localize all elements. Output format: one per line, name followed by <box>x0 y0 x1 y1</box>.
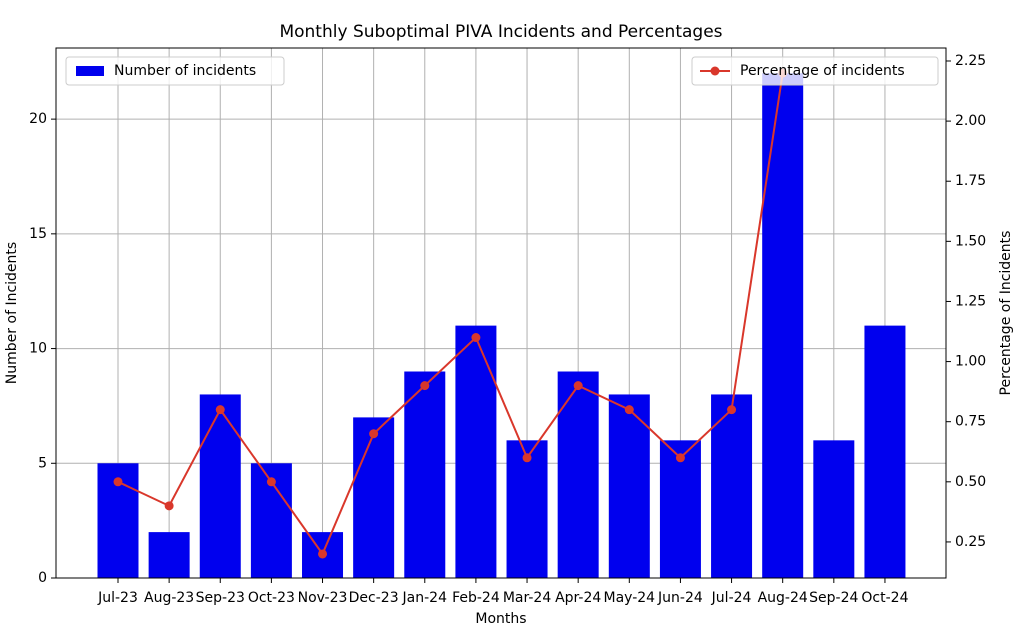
point <box>266 477 276 487</box>
x-tick-label: Jun-24 <box>657 590 703 606</box>
x-tick-label: Jul-24 <box>711 590 752 606</box>
legend-marker <box>710 66 720 76</box>
point <box>420 381 430 391</box>
point <box>215 405 225 415</box>
y2-tick-label: 0.25 <box>955 534 986 550</box>
y2-tick-label: 1.75 <box>955 173 986 189</box>
y2-tick-label: 2.00 <box>955 113 986 129</box>
x-tick-label: Mar-24 <box>503 590 551 606</box>
point <box>471 333 481 343</box>
plot-frame <box>55 47 947 579</box>
y-axis-label: Number of Incidents <box>4 242 20 384</box>
point <box>573 381 583 391</box>
bar <box>557 371 599 578</box>
y-tick-label: 20 <box>29 111 47 127</box>
x-tick-label: Aug-24 <box>758 590 808 606</box>
legend: Percentage of incidents <box>691 56 939 86</box>
point <box>522 453 532 463</box>
bar <box>506 440 548 578</box>
x-tick-label: Jan-24 <box>402 590 448 606</box>
x-tick-label: Feb-24 <box>452 590 500 606</box>
x-tick-label: Aug-23 <box>144 590 194 606</box>
point <box>675 453 685 463</box>
y2-tick-label: 1.25 <box>955 293 986 309</box>
bar <box>608 394 650 578</box>
point <box>164 501 174 511</box>
y2-tick-label: 2.25 <box>955 53 986 69</box>
bar <box>455 325 497 578</box>
x-tick-label: Sep-24 <box>809 590 858 606</box>
bar <box>813 440 855 578</box>
x-tick-label: Sep-23 <box>196 590 245 606</box>
legend-label: Percentage of incidents <box>740 63 905 79</box>
line <box>117 72 784 556</box>
bar <box>404 371 446 578</box>
y-tick-label: 10 <box>29 341 47 357</box>
y-tick-label: 5 <box>38 455 47 471</box>
point <box>113 477 123 487</box>
bar <box>659 440 701 578</box>
bar <box>864 325 906 578</box>
y2-axis-label: Percentage of Incidents <box>998 231 1014 396</box>
y2-tick-label: 0.75 <box>955 414 986 430</box>
legend-box <box>65 56 285 86</box>
y2-tick-label: 0.50 <box>955 474 986 490</box>
y-tick-label: 15 <box>29 226 47 242</box>
bar <box>148 532 190 578</box>
y2-tick-label: 1.00 <box>955 354 986 370</box>
x-tick-label: Dec-23 <box>349 590 399 606</box>
legend-box <box>691 56 939 86</box>
bar <box>711 394 753 578</box>
point <box>624 405 634 415</box>
point <box>369 429 379 439</box>
x-tick-label: Jul-23 <box>97 590 138 606</box>
bar <box>353 417 395 578</box>
legend-label: Number of incidents <box>114 63 256 79</box>
point <box>727 405 737 415</box>
point <box>318 549 328 559</box>
y-tick-label: 0 <box>38 570 47 586</box>
x-tick-label: Nov-23 <box>298 590 348 606</box>
chart-title: Monthly Suboptimal PIVA Incidents and Pe… <box>279 22 722 42</box>
bar <box>762 73 804 578</box>
legend: Number of incidents <box>65 56 285 86</box>
legend-swatch <box>76 66 104 76</box>
bar <box>199 394 241 578</box>
x-tick-label: May-24 <box>604 590 656 606</box>
x-tick-label: Oct-24 <box>861 590 908 606</box>
x-axis-label: Months <box>475 611 526 627</box>
x-tick-label: Oct-23 <box>248 590 295 606</box>
x-tick-label: Apr-24 <box>555 590 601 606</box>
y2-tick-label: 1.50 <box>955 233 986 249</box>
